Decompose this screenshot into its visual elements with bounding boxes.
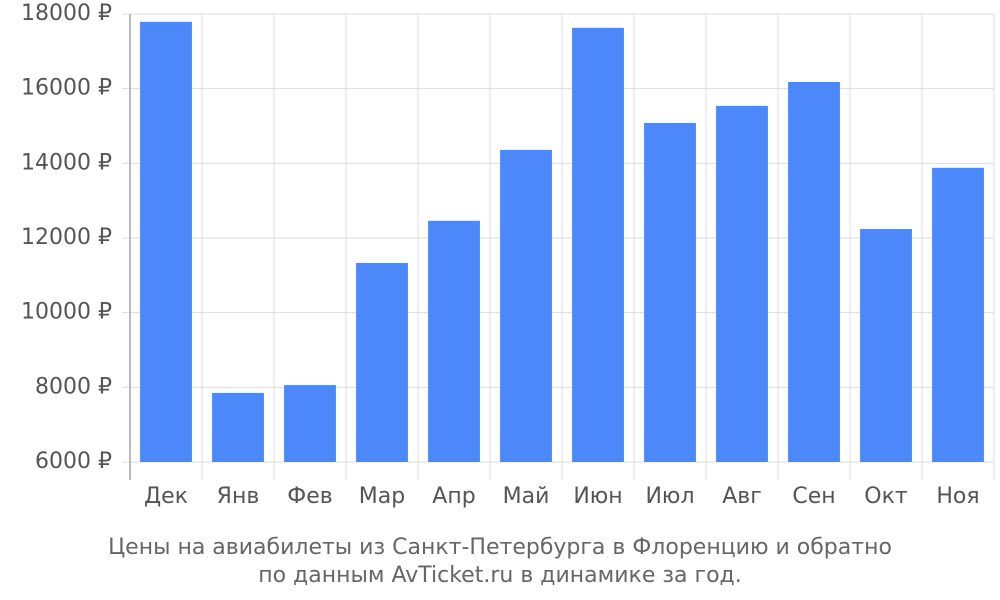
bar: [284, 385, 336, 462]
x-tick-label: Сен: [792, 484, 835, 509]
bar: [140, 21, 192, 463]
x-tick-label: Авг: [722, 484, 762, 509]
y-tick-label: 8000 ₽: [35, 374, 112, 399]
x-tick-label: Янв: [217, 484, 260, 509]
x-tick-label: Июл: [645, 484, 694, 509]
x-tick-label: Фев: [287, 484, 332, 509]
bar: [788, 81, 840, 463]
bar: [644, 123, 696, 462]
bar: [572, 27, 624, 463]
x-tick-label: Июн: [573, 484, 622, 509]
x-tick-label: Май: [503, 484, 550, 509]
y-tick-label: 10000 ₽: [21, 300, 112, 325]
y-tick-label: 6000 ₽: [35, 449, 112, 474]
y-tick-label: 14000 ₽: [21, 150, 112, 175]
x-tick-label: Дек: [144, 484, 188, 509]
y-tick-label: 18000 ₽: [21, 1, 112, 26]
x-tick-label: Ноя: [936, 484, 979, 509]
bar: [860, 229, 912, 462]
bar: [716, 105, 768, 462]
x-tick-label: Окт: [864, 484, 908, 509]
bar: [428, 220, 480, 462]
y-tick-label: 12000 ₽: [21, 225, 112, 250]
x-tick-label: Апр: [432, 484, 475, 509]
caption-line: Цены на авиабилеты из Санкт-Петербурга в…: [108, 535, 892, 560]
bar: [500, 149, 552, 463]
bar: [932, 167, 984, 462]
y-tick-label: 16000 ₽: [21, 76, 112, 101]
bar: [212, 392, 264, 462]
x-tick-label: Мар: [359, 484, 405, 509]
caption-line: по данным AvTicket.ru в динамике за год.: [258, 563, 742, 588]
bar: [356, 263, 408, 462]
